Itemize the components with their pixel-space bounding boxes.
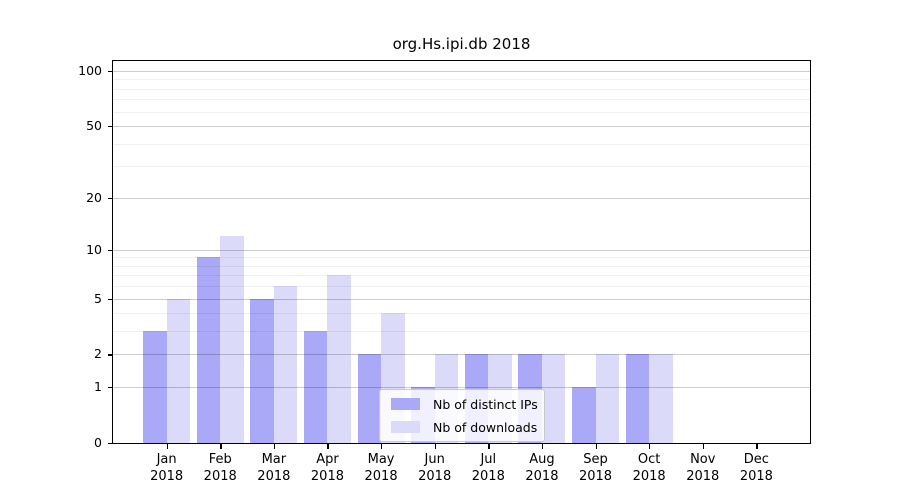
- gridline-major-5: [113, 298, 810, 300]
- y-tick-label-1: 1: [94, 379, 102, 395]
- x-tick-dec: [756, 444, 758, 449]
- y-tick-0: [108, 443, 113, 445]
- y-tick-label-5: 5: [94, 290, 102, 306]
- gridline-minor-9: [113, 257, 810, 259]
- gridline-minor-90: [113, 79, 810, 81]
- y-tick-20: [108, 197, 113, 199]
- grid-layer: [113, 61, 810, 443]
- x-tick-label-may: May 2018: [364, 452, 398, 484]
- x-tick-aug: [541, 444, 544, 449]
- x-tick-label-sep: Sep 2018: [578, 452, 613, 484]
- plot-area: [112, 60, 811, 444]
- bar-ips-sep: [572, 387, 596, 443]
- y-tick-label-2: 2: [94, 346, 102, 362]
- y-tick-label-0: 0: [94, 435, 102, 450]
- y-tick-label-50: 50: [86, 118, 102, 134]
- gridline-minor-3: [113, 331, 810, 333]
- gridline-major-20: [113, 197, 810, 199]
- bar-downloads-sep: [595, 354, 620, 443]
- y-tick-label-100: 100: [78, 63, 102, 78]
- gridline-major-1: [113, 387, 810, 389]
- x-tick-feb: [220, 444, 222, 449]
- x-tick-label-oct: Oct 2018: [632, 452, 666, 484]
- x-tick-label-nov: Nov 2018: [686, 452, 720, 484]
- bar-downloads-feb: [220, 236, 244, 443]
- gridline-minor-40: [113, 143, 810, 145]
- y-tick-100: [108, 71, 113, 73]
- bar-downloads-jan: [166, 298, 191, 443]
- y-tick-2: [108, 354, 113, 356]
- bar-downloads-aug: [541, 354, 566, 443]
- bar-ips-feb: [196, 257, 221, 443]
- gridline-minor-60: [113, 111, 810, 113]
- gridline-major-10: [113, 249, 810, 251]
- legend-item-downloads: Nb of downloads: [380, 417, 544, 437]
- gridline-minor-70: [113, 99, 810, 101]
- gridline-minor-4: [113, 313, 810, 315]
- y-tick-label-10: 10: [86, 241, 102, 257]
- bar-downloads-apr: [327, 275, 351, 443]
- gridline-major-100: [113, 71, 810, 72]
- y-tick-50: [108, 126, 113, 128]
- bar-downloads-mar: [273, 286, 298, 443]
- x-tick-label-jun: Jun 2018: [418, 452, 452, 484]
- y-tick-1: [108, 387, 113, 389]
- x-tick-may: [381, 444, 383, 449]
- bar-ips-jan: [143, 331, 167, 443]
- x-tick-label-dec: Dec 2018: [739, 452, 773, 484]
- legend-label-distinct-ips: Nb of distinct IPs: [433, 396, 538, 412]
- x-tick-jan: [166, 444, 168, 449]
- x-tick-label-jul: Jul 2018: [471, 452, 505, 484]
- gridline-minor-80: [113, 88, 810, 90]
- legend: Nb of distinct IPs Nb of downloads: [379, 389, 545, 442]
- legend-label-downloads: Nb of downloads: [433, 419, 538, 435]
- x-tick-nov: [702, 444, 705, 449]
- gridline-minor-8: [113, 265, 810, 267]
- bar-ips-apr: [303, 331, 328, 443]
- x-tick-jun: [434, 444, 436, 449]
- gridline-major-50: [113, 126, 810, 128]
- x-tick-mar: [273, 444, 276, 449]
- legend-swatch-distinct-ips: [391, 398, 420, 410]
- gridline-major-2: [113, 354, 810, 356]
- x-tick-label-feb: Feb 2018: [203, 452, 237, 484]
- x-tick-apr: [327, 444, 329, 449]
- chart-title: org.Hs.ipi.db 2018: [392, 35, 531, 53]
- gridline-minor-7: [113, 275, 810, 277]
- x-tick-label-jan: Jan 2018: [150, 452, 184, 484]
- gridline-minor-6: [113, 286, 810, 288]
- legend-item-distinct-ips: Nb of distinct IPs: [380, 394, 544, 414]
- x-tick-jul: [488, 444, 490, 449]
- x-tick-label-aug: Aug 2018: [525, 452, 559, 484]
- x-tick-sep: [595, 444, 597, 449]
- bar-downloads-oct: [649, 354, 673, 443]
- x-tick-label-mar: Mar 2018: [257, 452, 291, 484]
- gridline-minor-30: [113, 166, 810, 168]
- bar-ips-mar: [250, 298, 274, 443]
- bar-ips-oct: [625, 354, 650, 443]
- y-tick-10: [108, 249, 113, 251]
- bar-ips-may: [357, 354, 382, 443]
- x-tick-label-apr: Apr 2018: [310, 452, 344, 484]
- legend-swatch-downloads: [391, 421, 420, 433]
- y-tick-5: [108, 298, 113, 300]
- x-tick-oct: [649, 444, 651, 449]
- y-tick-label-20: 20: [86, 189, 102, 205]
